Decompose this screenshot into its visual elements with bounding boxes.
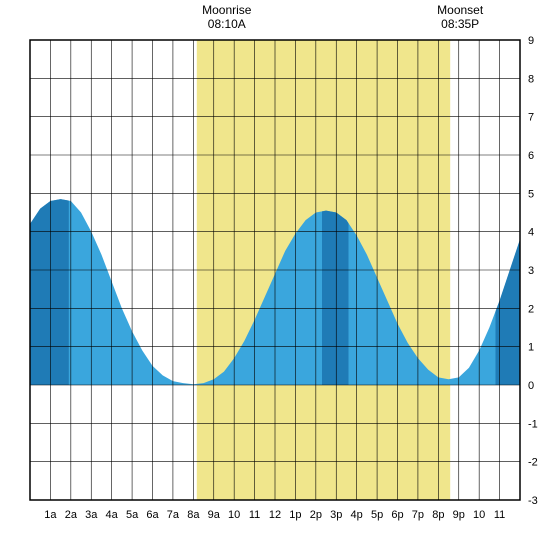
y-tick-label: -1	[528, 418, 538, 430]
x-tick-label: 9a	[208, 509, 221, 521]
x-tick-label: 5p	[371, 509, 383, 521]
x-tick-label: 1a	[44, 509, 57, 521]
y-tick-label: 9	[528, 35, 534, 47]
x-tick-label: 7p	[412, 509, 424, 521]
moonset-label: Moonset	[437, 3, 484, 17]
x-tick-label: 11	[494, 509, 505, 521]
y-tick-label: -3	[528, 495, 538, 507]
x-tick-label: 9p	[453, 509, 465, 521]
x-tick-label: 6p	[391, 509, 403, 521]
x-tick-label: 10	[473, 509, 485, 521]
x-tick-label: 12	[269, 509, 281, 521]
y-tick-label: 5	[528, 188, 534, 200]
x-tick-label: 4p	[351, 509, 363, 521]
moonrise-label: Moonrise	[202, 3, 252, 17]
chart-svg: 1a2a3a4a5a6a7a8a9a1011121p2p3p4p5p6p7p8p…	[0, 0, 550, 550]
y-tick-label: 6	[528, 150, 534, 162]
y-tick-label: 4	[528, 227, 534, 239]
y-tick-label: 1	[528, 342, 534, 354]
y-tick-label: 2	[528, 303, 534, 315]
x-tick-label: 8p	[432, 509, 444, 521]
y-tick-label: 0	[528, 380, 534, 392]
x-tick-label: 3a	[85, 509, 98, 521]
moonset-time: 08:35P	[441, 17, 479, 31]
x-tick-label: 1p	[289, 509, 301, 521]
x-tick-label: 7a	[167, 509, 180, 521]
tide-chart: 1a2a3a4a5a6a7a8a9a1011121p2p3p4p5p6p7p8p…	[0, 0, 550, 550]
x-tick-label: 10	[228, 509, 240, 521]
y-tick-label: 8	[528, 73, 534, 85]
x-tick-label: 8a	[187, 509, 200, 521]
x-tick-label: 3p	[330, 509, 342, 521]
moonrise-time: 08:10A	[208, 17, 246, 31]
y-tick-label: 3	[528, 265, 534, 277]
y-tick-label: -2	[528, 457, 538, 469]
x-tick-label: 2a	[65, 509, 78, 521]
x-tick-label: 6a	[146, 509, 159, 521]
x-tick-label: 5a	[126, 509, 139, 521]
x-tick-label: 2p	[310, 509, 322, 521]
y-tick-label: 7	[528, 112, 534, 124]
x-tick-label: 4a	[106, 509, 119, 521]
x-tick-label: 11	[249, 509, 260, 521]
